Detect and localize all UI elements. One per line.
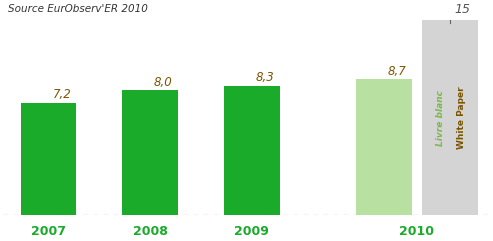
Bar: [355, 79, 412, 215]
Bar: [122, 90, 178, 215]
Text: 8,7: 8,7: [387, 65, 406, 78]
Text: 15: 15: [455, 3, 471, 16]
Text: Livre blanc: Livre blanc: [436, 89, 445, 146]
Text: 8,0: 8,0: [154, 76, 173, 89]
Bar: [422, 20, 478, 215]
Text: White Paper: White Paper: [458, 86, 466, 149]
Text: 8,3: 8,3: [256, 71, 275, 84]
Bar: [21, 103, 76, 215]
Bar: [224, 86, 280, 215]
Text: Source EurObserv'ER 2010: Source EurObserv'ER 2010: [8, 4, 147, 14]
Text: 7,2: 7,2: [53, 88, 71, 101]
